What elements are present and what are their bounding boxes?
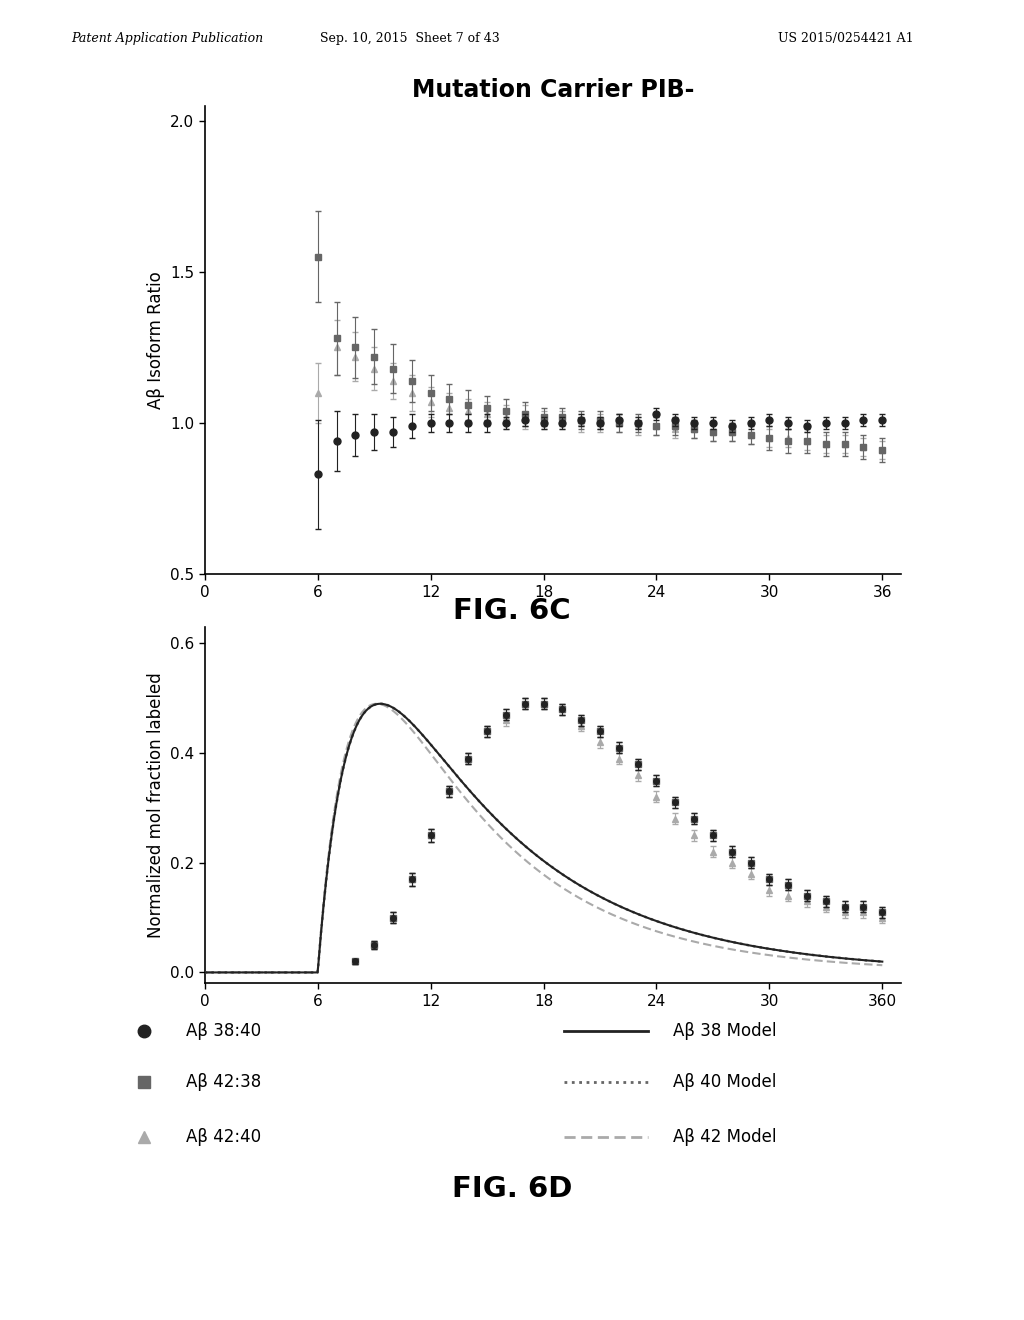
- Text: Aβ 42:38: Aβ 42:38: [186, 1073, 261, 1092]
- Y-axis label: Aβ Isoform Ratio: Aβ Isoform Ratio: [146, 271, 165, 409]
- Title: Mutation Carrier PIB-: Mutation Carrier PIB-: [412, 78, 694, 102]
- Text: FIG. 6D: FIG. 6D: [452, 1175, 572, 1203]
- Text: Patent Application Publication: Patent Application Publication: [72, 32, 264, 45]
- Text: Aβ 38:40: Aβ 38:40: [186, 1022, 261, 1040]
- Text: Aβ 42 Model: Aβ 42 Model: [674, 1129, 777, 1146]
- Text: Aβ 38 Model: Aβ 38 Model: [674, 1022, 777, 1040]
- Text: Sep. 10, 2015  Sheet 7 of 43: Sep. 10, 2015 Sheet 7 of 43: [319, 32, 500, 45]
- Text: Aβ 40 Model: Aβ 40 Model: [674, 1073, 777, 1092]
- Text: FIG. 6C: FIG. 6C: [454, 597, 570, 624]
- Text: US 2015/0254421 A1: US 2015/0254421 A1: [778, 32, 913, 45]
- Text: Aβ 42:40: Aβ 42:40: [186, 1129, 261, 1146]
- Y-axis label: Normalized mol fraction labeled: Normalized mol fraction labeled: [146, 672, 165, 939]
